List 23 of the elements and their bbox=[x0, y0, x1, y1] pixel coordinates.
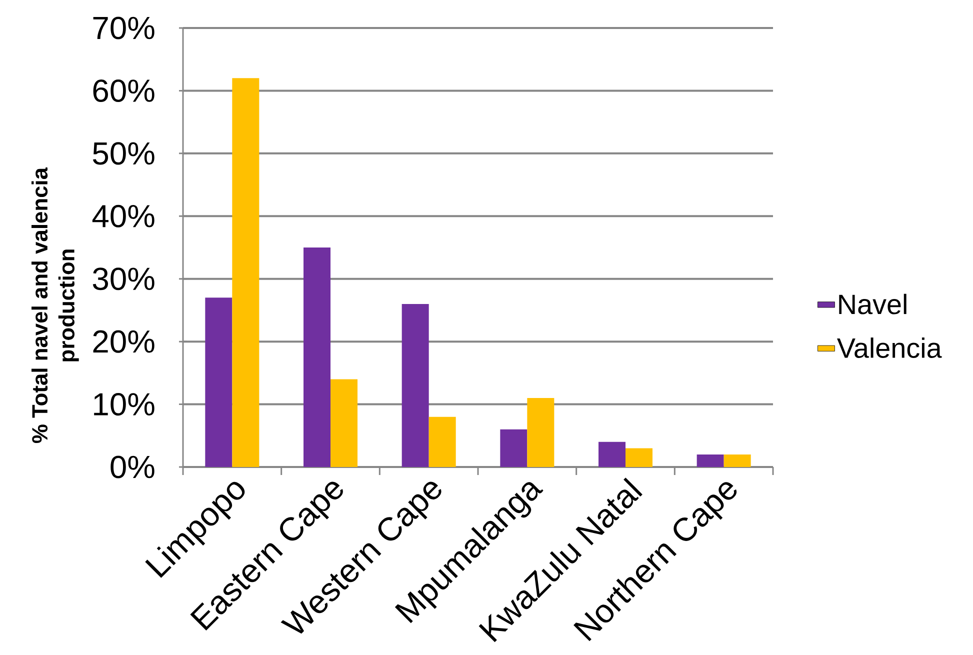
y-tick-label: 60% bbox=[93, 79, 154, 102]
bar bbox=[724, 454, 751, 467]
bar bbox=[428, 416, 456, 467]
legend-label: Valencia bbox=[837, 338, 942, 358]
y-tick-label: 50% bbox=[92, 142, 154, 165]
bar bbox=[402, 304, 429, 467]
y-tick-label: 20% bbox=[93, 330, 154, 353]
y-axis-title: % Total navel and valencia production bbox=[31, 167, 79, 444]
bar bbox=[527, 398, 554, 467]
y-tick-label: 70% bbox=[93, 16, 154, 40]
bar bbox=[500, 429, 528, 467]
bar bbox=[232, 78, 260, 467]
bar bbox=[330, 379, 358, 467]
bar bbox=[696, 454, 724, 467]
legend-label: Navel bbox=[839, 294, 906, 314]
bar bbox=[626, 448, 653, 467]
bar bbox=[598, 442, 626, 467]
y-tick-label: 40% bbox=[92, 204, 154, 228]
bar bbox=[304, 248, 331, 467]
y-tick-label: 0% bbox=[110, 456, 154, 478]
y-tick-label: 10% bbox=[94, 393, 154, 416]
y-tick-label: 30% bbox=[92, 268, 154, 290]
bar bbox=[205, 298, 232, 467]
